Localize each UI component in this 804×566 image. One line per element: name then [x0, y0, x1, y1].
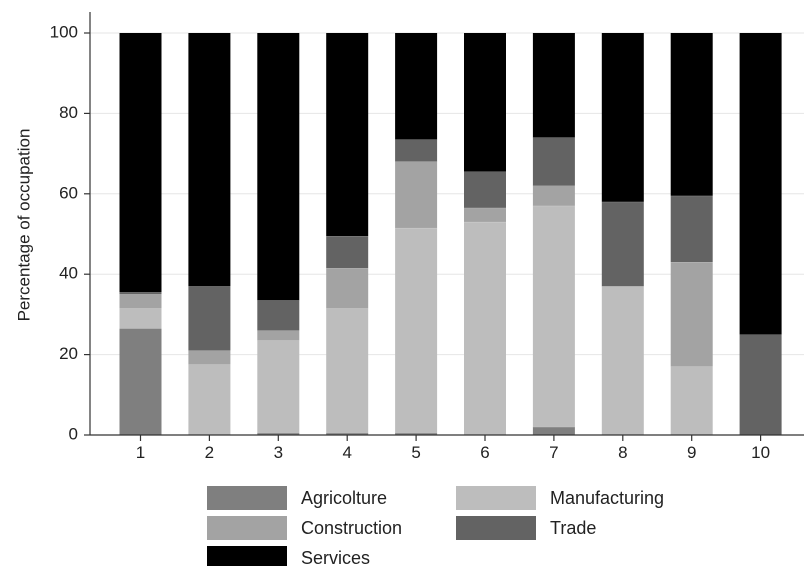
bar-segment-construction — [532, 185, 575, 206]
x-tick-label: 3 — [274, 443, 283, 462]
y-axis-title: Percentage of occupation — [14, 129, 33, 322]
bar-segment-trade — [464, 171, 506, 208]
bar-segment-services — [601, 33, 644, 202]
legend-label-manufacturing: Manufacturing — [550, 488, 664, 508]
bar-segment-manufacturing — [188, 364, 231, 435]
bar-segment-manufacturing — [464, 221, 506, 435]
legend-swatch-construction — [207, 516, 287, 540]
x-tick-label: 4 — [342, 443, 351, 462]
bar-segment-trade — [188, 286, 231, 351]
bar-segment-services — [532, 33, 575, 138]
bar-segment-agricolture — [119, 328, 162, 435]
bar-segment-construction — [257, 330, 300, 341]
x-tick-label: 8 — [618, 443, 627, 462]
bar-segment-agricolture — [326, 432, 369, 435]
y-tick-label: 40 — [59, 264, 78, 283]
bar-segment-manufacturing — [532, 205, 575, 427]
y-tick-label: 100 — [50, 22, 78, 41]
bar-segment-agricolture — [532, 426, 575, 435]
y-ticks: 0 20 40 60 80 100 — [50, 22, 90, 443]
bars — [119, 33, 782, 435]
bar-segment-manufacturing — [601, 286, 644, 435]
bar-segment-services — [326, 33, 369, 237]
bar-segment-trade — [119, 292, 162, 295]
bar-segment-trade — [532, 137, 575, 186]
bar-segment-trade — [670, 195, 713, 263]
y-tick-label: 80 — [59, 103, 78, 122]
bar-segment-construction — [188, 350, 231, 365]
bar-segment-trade — [326, 236, 369, 269]
bar-segment-construction — [326, 268, 369, 309]
bar-segment-manufacturing — [670, 366, 713, 435]
legend-label-agricolture: Agricolture — [301, 488, 387, 508]
bar-segment-manufacturing — [119, 308, 162, 329]
y-tick-label: 20 — [59, 344, 78, 363]
bar-segment-manufacturing — [395, 227, 438, 433]
bar-segment-trade — [739, 334, 782, 435]
x-tick-label: 9 — [687, 443, 696, 462]
bar-segment-manufacturing — [326, 308, 369, 433]
legend: Agricolture Manufacturing Construction Trad… — [207, 486, 664, 566]
bar-segment-construction — [670, 262, 713, 367]
bar-segment-services — [395, 33, 438, 140]
legend-label-services: Services — [301, 548, 370, 566]
x-tick-label: 7 — [549, 443, 558, 462]
x-tick-label: 5 — [411, 443, 420, 462]
x-tick-label: 2 — [205, 443, 214, 462]
bar-segment-services — [739, 33, 782, 335]
bar-segment-services — [119, 33, 162, 293]
y-tick-label: 60 — [59, 183, 78, 202]
y-tick-label: 0 — [69, 424, 78, 443]
bar-segment-services — [188, 33, 231, 287]
legend-swatch-services — [207, 546, 287, 566]
bar-segment-agricolture — [395, 432, 438, 435]
x-tick-label: 1 — [136, 443, 145, 462]
bar-segment-services — [464, 33, 506, 172]
bar-segment-trade — [601, 201, 644, 287]
legend-swatch-trade — [456, 516, 536, 540]
x-tick-label: 6 — [480, 443, 489, 462]
bar-segment-construction — [395, 161, 438, 228]
legend-label-construction: Construction — [301, 518, 402, 538]
bar-segment-trade — [257, 300, 300, 331]
bar-segment-services — [257, 33, 300, 301]
bar-segment-services — [670, 33, 713, 196]
bar-segment-construction — [119, 294, 162, 309]
legend-swatch-agricolture — [207, 486, 287, 510]
legend-label-trade: Trade — [550, 518, 596, 538]
bar-segment-construction — [464, 207, 506, 222]
bar-segment-trade — [395, 139, 438, 162]
x-tick-label: 10 — [751, 443, 770, 462]
legend-swatch-manufacturing — [456, 486, 536, 510]
x-ticks: 1 2 3 4 5 6 7 8 9 10 — [136, 435, 770, 462]
bar-segment-agricolture — [257, 432, 300, 435]
bar-segment-manufacturing — [257, 340, 300, 433]
